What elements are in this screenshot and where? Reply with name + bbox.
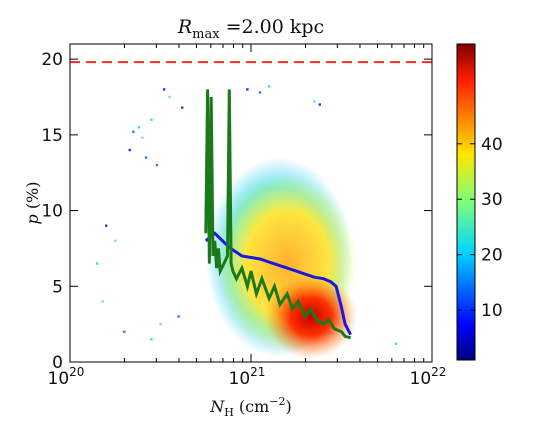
x-axis: 1020 1021 1022	[48, 44, 447, 389]
sparse-point	[137, 126, 140, 129]
y-tick-label: 0	[52, 353, 63, 373]
colorbar-tick-label: 30	[481, 190, 503, 210]
x-tick-label: 1021	[229, 365, 266, 389]
sparse-points	[95, 85, 397, 346]
colorbar	[456, 43, 476, 361]
sparse-point	[177, 315, 180, 318]
sparse-point	[95, 262, 99, 265]
sparse-point	[267, 85, 271, 88]
x-axis-label: NH (cm−2)	[209, 395, 292, 419]
sparse-point	[150, 118, 153, 121]
y-tick-label: 20	[41, 50, 63, 70]
sparse-point	[101, 300, 104, 303]
chart-title: Rmax =2.00 kpc	[177, 16, 324, 42]
sparse-point	[313, 100, 316, 103]
sparse-point	[105, 224, 108, 227]
sparse-point	[132, 130, 135, 134]
y-axis: 0 5 10 15 20	[41, 50, 432, 373]
colorbar-ticks: 10 20 30 40	[457, 135, 503, 321]
sparse-point	[246, 88, 249, 91]
sparse-point	[168, 95, 171, 99]
sparse-point	[144, 156, 148, 159]
y-tick-label: 10	[41, 202, 63, 222]
sparse-point	[181, 106, 184, 109]
colorbar-tick-label: 20	[481, 246, 503, 266]
sparse-point	[141, 136, 144, 140]
y-tick-label: 5	[52, 277, 63, 297]
sparse-point	[150, 338, 153, 341]
colorbar-tick-label: 40	[481, 135, 503, 155]
sparse-point	[114, 239, 117, 243]
sparse-point	[162, 88, 166, 91]
x-tick-label: 1022	[410, 365, 447, 389]
sparse-point	[159, 322, 162, 326]
plot-area	[70, 61, 432, 359]
sparse-point	[258, 91, 262, 94]
sparse-point	[394, 342, 397, 346]
colorbar-tick-label: 10	[481, 301, 503, 321]
y-tick-label: 15	[41, 126, 63, 146]
sparse-point	[123, 330, 126, 333]
y-axis-label: p (%)	[23, 181, 42, 224]
sparse-point	[318, 103, 321, 106]
sparse-point	[155, 163, 159, 167]
series-line-median	[204, 89, 351, 340]
density-map	[205, 157, 358, 359]
sparse-point	[128, 148, 131, 152]
series-line-mean	[204, 231, 352, 336]
x-tick-label: 1020	[48, 365, 85, 389]
